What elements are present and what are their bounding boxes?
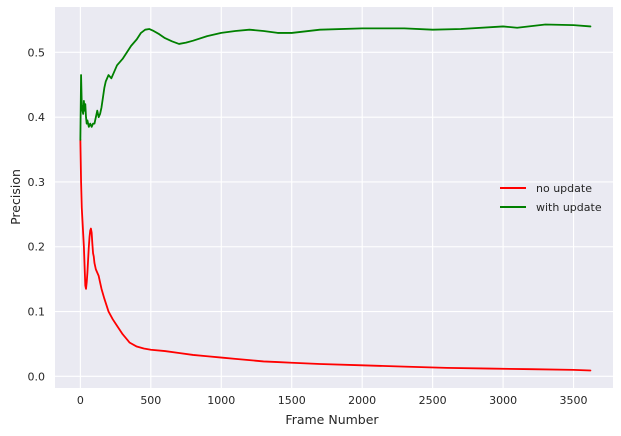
y-tick-label: 0.1 — [28, 306, 46, 319]
tick-label-layer: 0 500 1000 1500 2000 2500 3000 3500 0.0 0.1 0.2 0.3… — [28, 46, 588, 407]
legend: no update with update — [500, 182, 602, 214]
x-tick-label: 2500 — [419, 394, 447, 407]
plot-background — [55, 7, 613, 388]
x-tick-label: 500 — [140, 394, 161, 407]
with-update-line — [79, 23, 592, 141]
grid-layer — [55, 7, 613, 388]
x-tick-label: 2000 — [348, 394, 376, 407]
x-tick-label: 0 — [77, 394, 84, 407]
series-layer — [79, 23, 592, 372]
no-update-line — [79, 138, 592, 372]
y-tick-label: 0.2 — [28, 241, 46, 254]
y-tick-label: 0.4 — [28, 111, 46, 124]
y-tick-label: 0.3 — [28, 176, 46, 189]
legend-label-with-update: with update — [536, 201, 602, 214]
y-tick-label: 0.5 — [28, 46, 46, 59]
y-tick-label: 0.0 — [28, 370, 46, 383]
x-tick-label: 3500 — [560, 394, 588, 407]
x-tick-label: 1500 — [278, 394, 306, 407]
legend-label-no-update: no update — [536, 182, 592, 195]
x-tick-label: 3000 — [489, 394, 517, 407]
x-tick-label: 1000 — [207, 394, 235, 407]
y-axis-label: Precision — [8, 169, 23, 225]
x-axis-label: Frame Number — [285, 412, 379, 427]
